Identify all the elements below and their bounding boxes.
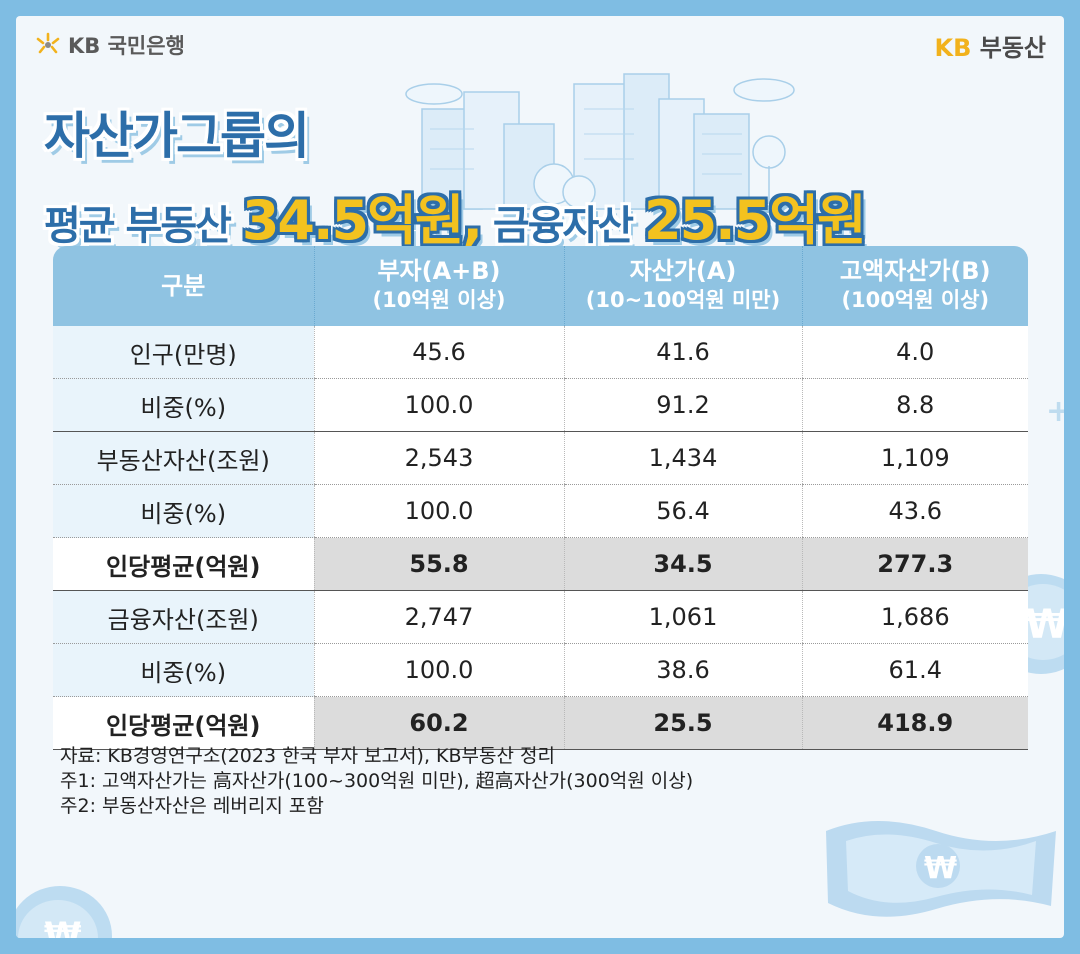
table-row-real-estate-share: 비중(%) 100.0 56.4 43.6	[53, 484, 1028, 538]
row-label: 인당평균(억원)	[53, 696, 314, 750]
table-row-population: 인구(만명) 45.6 41.6 4.0	[53, 326, 1028, 379]
kb-realestate-logo-text: 부동산	[979, 34, 1046, 62]
header-category: 구분	[53, 246, 314, 326]
header-rich-total-sub: (10억원 이상)	[372, 288, 506, 312]
row-label: 비중(%)	[53, 378, 314, 432]
table-cell: 41.6	[563, 326, 802, 379]
table-cell: 100.0	[313, 484, 564, 538]
kb-bank-logo[interactable]: KB 국민은행	[34, 30, 185, 60]
title-financial-label: 금융자산	[480, 203, 645, 249]
table-cell: 418.9	[801, 696, 1028, 750]
table-row-population-share: 비중(%) 100.0 91.2 8.8	[53, 378, 1028, 432]
row-label: 인구(만명)	[53, 326, 314, 379]
kb-realestate-logo[interactable]: KB 부동산	[935, 28, 1047, 63]
table-cell: 1,109	[801, 431, 1028, 485]
source-note: 자료: KB경영연구소(2023 한국 부자 보고서), KB부동산 정리	[60, 745, 555, 767]
header-high-asset-holders-sub: (100억원 이상)	[841, 288, 990, 312]
header-asset-holders-label: 자산가(A)	[629, 257, 737, 285]
banknote-illustration: ₩	[826, 821, 1056, 917]
table-cell: 2,747	[313, 590, 564, 644]
title-real-estate-value: 34.5억원,	[241, 189, 483, 252]
row-label: 금융자산(조원)	[53, 590, 314, 644]
table-cell: 2,543	[313, 431, 564, 485]
table-cell: 1,686	[801, 590, 1028, 644]
table-row-financial-share: 비중(%) 100.0 38.6 61.4	[53, 643, 1028, 697]
table-cell: 60.2	[313, 696, 564, 750]
table-cell: 1,061	[563, 590, 802, 644]
table-cell: 55.8	[313, 537, 564, 591]
title-financial-value: 25.5억원	[644, 189, 867, 252]
row-label: 비중(%)	[53, 643, 314, 697]
header-category-label: 구분	[161, 271, 206, 300]
city-skyline-illustration	[405, 73, 795, 210]
header-high-asset-holders: 고액자산가(B) (100억원 이상)	[801, 246, 1028, 326]
svg-text:₩: ₩	[1025, 602, 1064, 648]
row-label: 비중(%)	[53, 484, 314, 538]
table-cell: 8.8	[801, 378, 1028, 432]
svg-text:₩: ₩	[924, 851, 957, 886]
svg-text:₩: ₩	[44, 915, 82, 938]
header-high-asset-holders-label: 고액자산가(B)	[839, 257, 991, 285]
header-asset-holders: 자산가(A) (10~100억원 미만)	[563, 246, 802, 326]
table-cell: 1,434	[563, 431, 802, 485]
header-asset-holders-sub: (10~100억원 미만)	[585, 288, 781, 312]
wealth-table: 구분 부자(A+B) (10억원 이상) 자산가(A) (10~100억원 미만) …	[53, 246, 1028, 750]
table-cell: 25.5	[563, 696, 802, 750]
title-real-estate-label: 평균 부동산	[44, 203, 242, 249]
table-cell: 61.4	[801, 643, 1028, 697]
kb-star-icon	[36, 32, 60, 54]
table-cell: 4.0	[801, 326, 1028, 379]
row-label: 부동산자산(조원)	[53, 431, 314, 485]
table-row-real-estate: 부동산자산(조원) 2,543 1,434 1,109	[53, 431, 1028, 485]
footnotes: 자료: KB경영연구소(2023 한국 부자 보고서), KB부동산 정리 주1…	[60, 744, 693, 819]
footnote-2: 주2: 부동산자산은 레버리지 포함	[60, 795, 324, 817]
table-cell: 45.6	[313, 326, 564, 379]
table-cell: 38.6	[563, 643, 802, 697]
header-rich-total: 부자(A+B) (10억원 이상)	[313, 246, 564, 326]
table-cell: 277.3	[801, 537, 1028, 591]
table-cell: 43.6	[801, 484, 1028, 538]
title-line-2: 평균 부동산 34.5억원, 금융자산 25.5억원	[44, 176, 867, 255]
infographic-card: KB 국민은행 KB 부동산 자산가그룹의 평균	[16, 16, 1064, 938]
footnote-1: 주1: 고액자산가는 高자산가(100~300억원 미만), 超高자산가(300…	[60, 770, 694, 792]
coin-illustration-left: ₩	[16, 886, 112, 938]
table-cell: 100.0	[313, 378, 564, 432]
title-line-1: 자산가그룹의	[44, 107, 310, 165]
header-rich-total-label: 부자(A+B)	[377, 257, 501, 285]
table-cell: 34.5	[563, 537, 802, 591]
kb-realestate-logo-kb: KB	[934, 34, 972, 62]
table-row-real-estate-per-capita: 인당평균(억원) 55.8 34.5 277.3	[53, 537, 1028, 591]
table-cell: 91.2	[563, 378, 802, 432]
table-header-row: 구분 부자(A+B) (10억원 이상) 자산가(A) (10~100억원 미만) …	[53, 246, 1028, 326]
table-cell: 56.4	[563, 484, 802, 538]
decor-plus-2: +	[1046, 394, 1064, 429]
table-row-financial: 금융자산(조원) 2,747 1,061 1,686	[53, 590, 1028, 644]
table-cell: 100.0	[313, 643, 564, 697]
table-row-financial-per-capita: 인당평균(억원) 60.2 25.5 418.9	[53, 696, 1028, 750]
row-label: 인당평균(억원)	[53, 537, 314, 591]
kb-bank-logo-text: KB 국민은행	[68, 34, 185, 58]
